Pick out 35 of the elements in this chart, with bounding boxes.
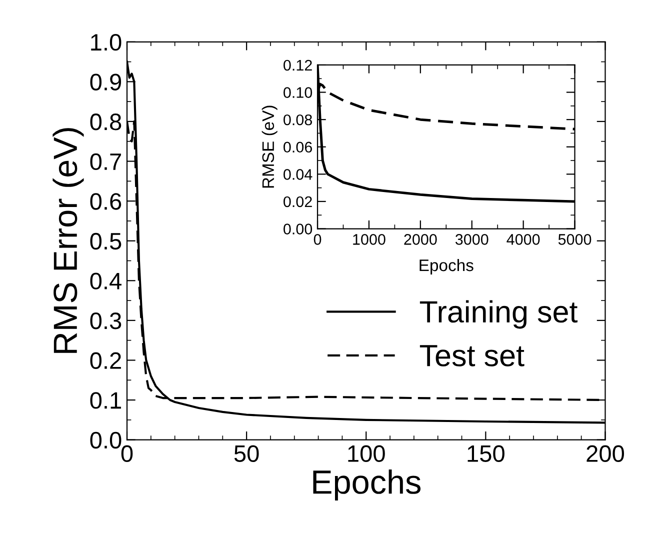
y-axis-title: RMSE (eV): [262, 106, 278, 188]
x-tick-label: 4000: [506, 234, 540, 245]
legend-label: Test set: [420, 345, 524, 366]
y-tick-label: 0.2: [90, 352, 121, 370]
x-tick-label: 0: [314, 234, 322, 245]
y-tick-label: 0.5: [90, 232, 122, 250]
y-tick-label: 0.04: [284, 169, 312, 180]
x-tick-label: 5000: [558, 234, 592, 245]
y-tick-label: 0.08: [284, 114, 312, 126]
legend-label: Training set: [420, 300, 578, 329]
x-tick-label: 0: [121, 445, 133, 462]
x-tick-label: 1000: [353, 234, 386, 245]
y-tick-label: 0.8: [90, 114, 122, 130]
y-tick-label: 1.0: [91, 34, 122, 51]
x-axis-title: Epochs: [420, 258, 474, 275]
y-tick-label: 0.6: [90, 193, 122, 210]
y-tick-label: 0.12: [284, 60, 312, 71]
y-axis-title: RMS Error (eV): [52, 128, 84, 353]
y-tick-label: 0.0: [90, 432, 122, 449]
x-tick-label: 150: [468, 445, 504, 462]
x-axis-title: Epochs: [313, 469, 421, 501]
y-tick-label: 0.4: [90, 272, 122, 290]
x-tick-label: 2000: [404, 234, 437, 245]
x-tick-label: 100: [348, 445, 385, 462]
x-tick-label: 200: [586, 445, 624, 462]
y-tick-label: 0.7: [90, 153, 121, 170]
y-tick-label: 0.3: [90, 312, 122, 330]
x-tick-label: 50: [234, 445, 259, 462]
y-tick-label: 0.10: [284, 87, 312, 98]
y-tick-label: 0.1: [90, 392, 121, 409]
x-tick-label: 3000: [455, 234, 488, 245]
y-tick-label: 0.02: [284, 196, 312, 208]
y-tick-label: 0.9: [90, 74, 122, 90]
y-tick-label: 0.06: [284, 142, 312, 153]
y-tick-label: 0.00: [284, 224, 312, 234]
